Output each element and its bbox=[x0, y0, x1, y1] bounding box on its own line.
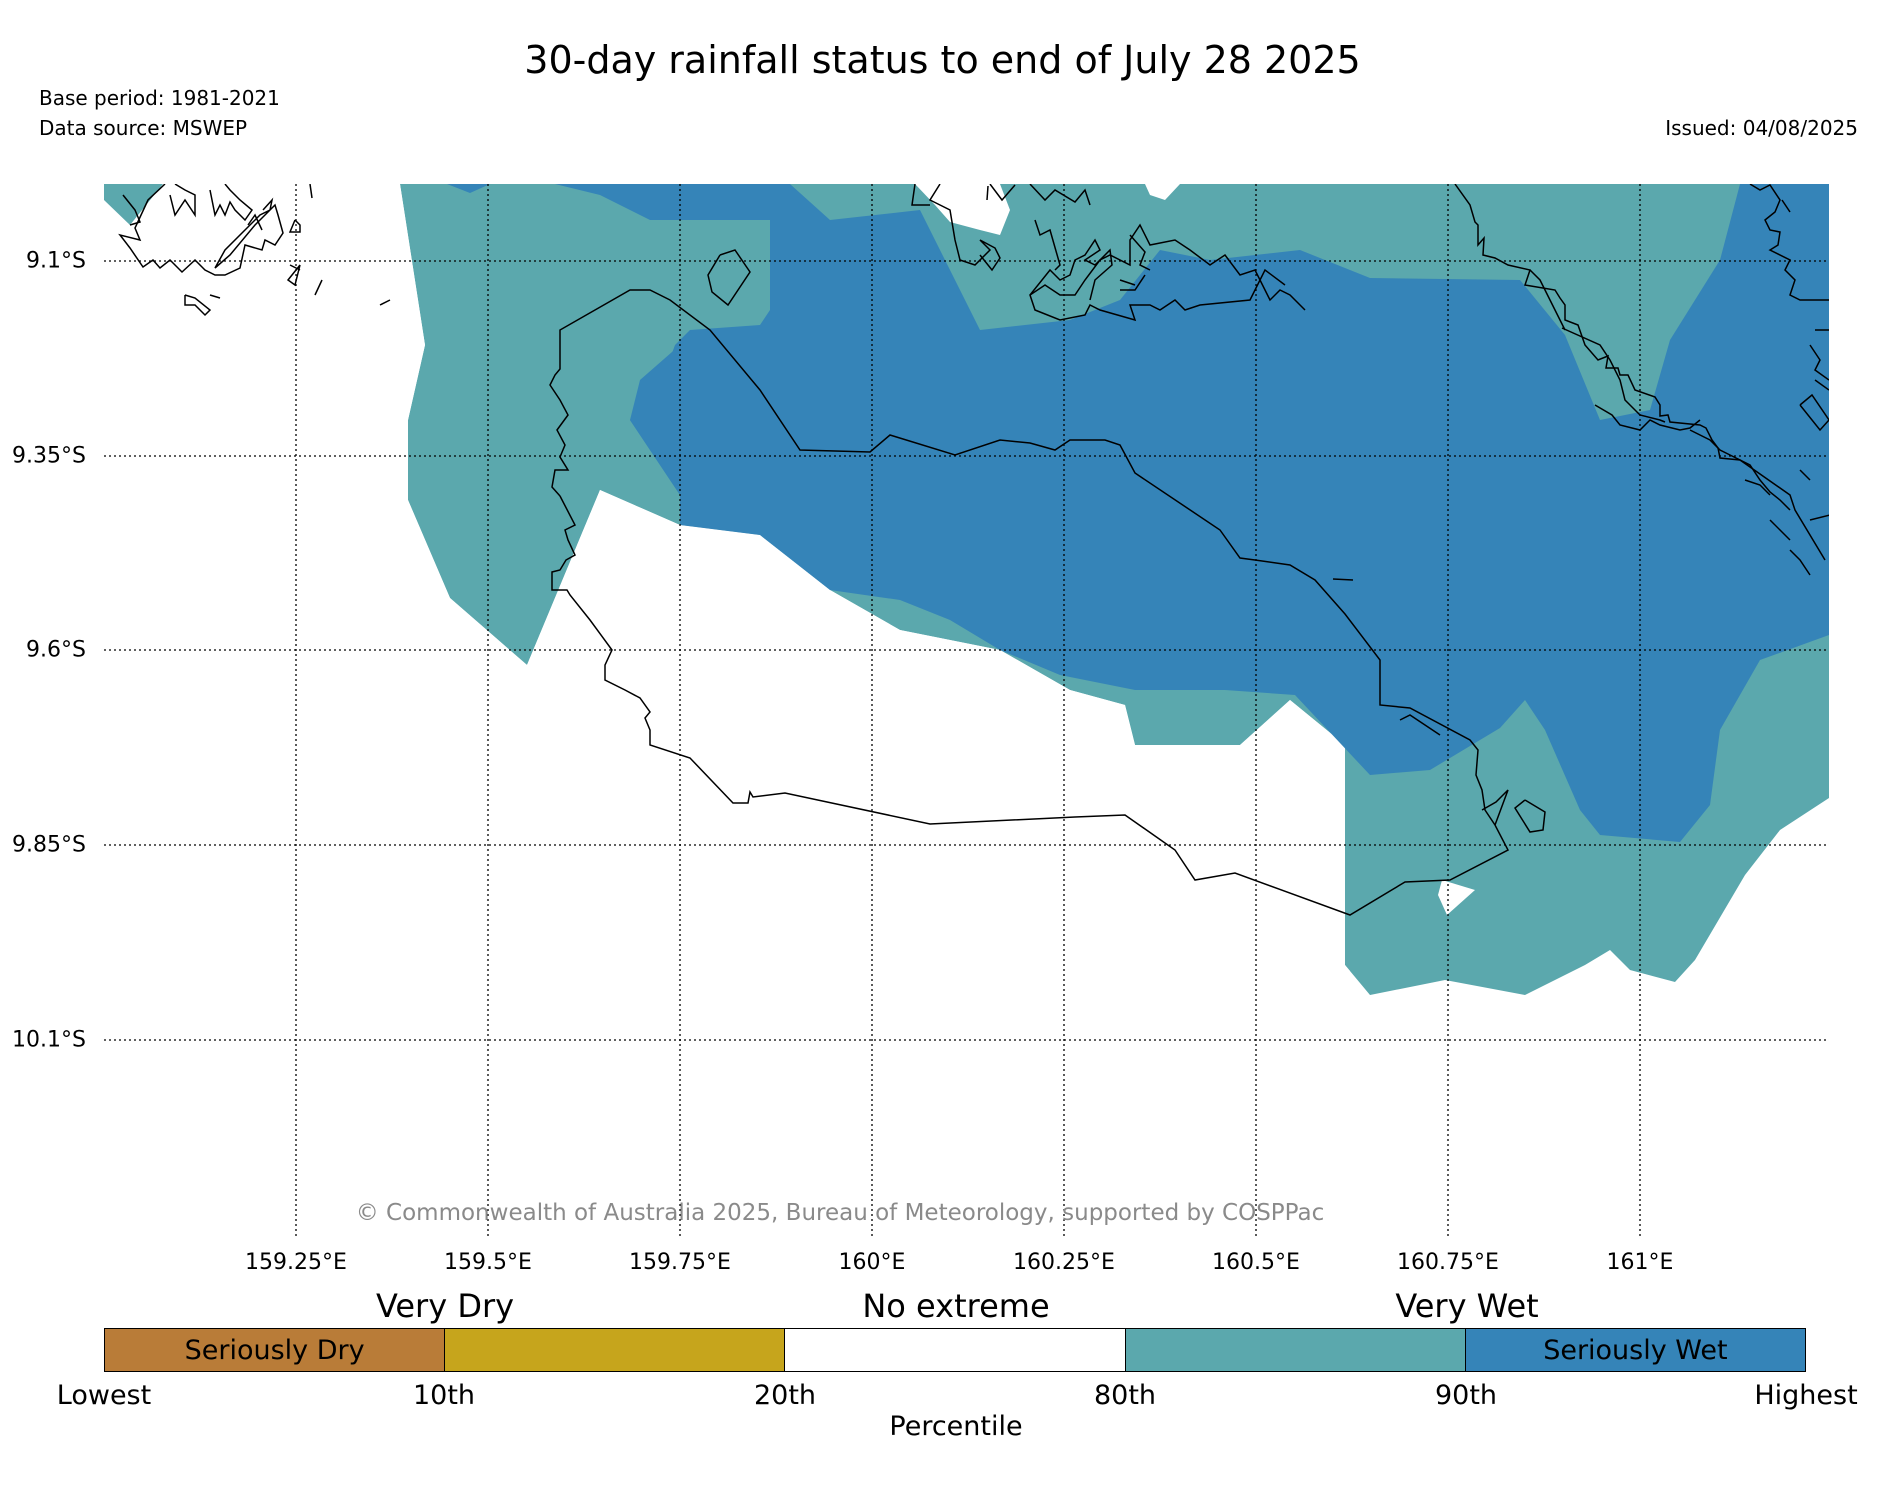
legend-tick: 90th bbox=[1434, 1380, 1498, 1411]
no-extreme-region bbox=[104, 184, 1829, 1238]
lon-label: 160.75°E bbox=[1397, 1250, 1499, 1275]
copyright-notice: © Commonwealth of Australia 2025, Bureau… bbox=[355, 1200, 1325, 1226]
legend-group-very-wet: Very Wet bbox=[1395, 1287, 1539, 1325]
lat-label: 9.35°S bbox=[12, 443, 86, 469]
lat-label: 9.85°S bbox=[12, 832, 86, 858]
lon-label: 159.5°E bbox=[444, 1250, 532, 1275]
issued-date: Issued: 04/08/2025 bbox=[1665, 116, 1858, 140]
legend-segment-seriously-wet: Seriously Wet bbox=[1465, 1329, 1806, 1371]
legend-group-no-extreme: No extreme bbox=[862, 1287, 1050, 1325]
lon-label: 160.5°E bbox=[1212, 1250, 1300, 1275]
legend-axis-label: Percentile bbox=[889, 1411, 1023, 1442]
legend-segment-very-dry bbox=[445, 1329, 786, 1371]
legend-tick: 80th bbox=[1093, 1380, 1157, 1411]
lat-label: 9.6°S bbox=[26, 637, 86, 663]
lon-label: 160.25°E bbox=[1013, 1250, 1115, 1275]
lon-label: 161°E bbox=[1606, 1250, 1674, 1275]
lat-label: 9.1°S bbox=[26, 248, 86, 274]
map-title: 30-day rainfall status to end of July 28… bbox=[524, 38, 1361, 82]
data-source: Data source: MSWEP bbox=[39, 116, 248, 140]
legend-tick: 10th bbox=[412, 1380, 476, 1411]
lon-label: 159.75°E bbox=[629, 1250, 731, 1275]
lon-label: 160°E bbox=[838, 1250, 906, 1275]
legend-tick: Highest bbox=[1754, 1380, 1858, 1411]
graticule bbox=[104, 184, 1829, 1238]
base-period: Base period: 1981-2021 bbox=[39, 86, 280, 110]
legend-segment-no-extreme bbox=[785, 1329, 1126, 1371]
legend-segment-seriously-dry: Seriously Dry bbox=[105, 1329, 446, 1371]
legend-tick: Lowest bbox=[56, 1380, 152, 1411]
legend-segment-very-wet bbox=[1125, 1329, 1466, 1371]
lat-label: 10.1°S bbox=[12, 1027, 86, 1053]
lon-label: 159.25°E bbox=[245, 1250, 347, 1275]
seriously-wet-region bbox=[447, 184, 1829, 842]
legend-colorbar: Seriously Dry Seriously Wet bbox=[104, 1328, 1806, 1372]
coastline bbox=[118, 184, 1829, 916]
legend-group-very-dry: Very Dry bbox=[375, 1287, 515, 1325]
legend-tick: 20th bbox=[753, 1380, 817, 1411]
